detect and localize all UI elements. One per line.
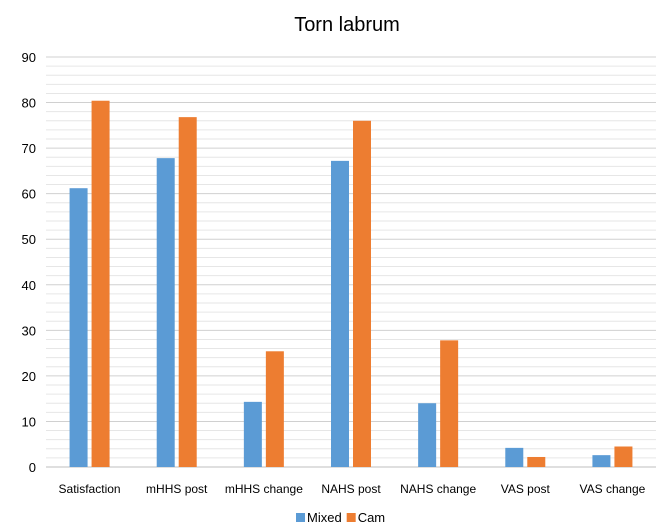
bar-cam-5 [527, 456, 546, 467]
gridlines [46, 56, 656, 468]
y-tick-label: 0 [29, 460, 36, 475]
y-tick-label: 90 [22, 50, 36, 65]
bar-mixed-6 [592, 455, 611, 467]
y-tick-label: 80 [22, 96, 36, 111]
x-category-label: Satisfaction [59, 482, 121, 496]
x-category-label: NAHS post [321, 482, 381, 496]
y-tick-label: 40 [22, 278, 36, 293]
x-category-label: NAHS change [400, 482, 476, 496]
chart-title: Torn labrum [294, 14, 400, 36]
x-category-label: mHHS change [225, 482, 303, 496]
bar-mixed-3 [331, 160, 349, 467]
legend-label-cam: Cam [358, 510, 385, 525]
y-tick-label: 30 [22, 323, 36, 338]
x-category-label: VAS post [501, 482, 551, 496]
y-tick-label: 10 [22, 414, 36, 429]
bars [69, 100, 633, 468]
bar-cam-6 [614, 446, 633, 467]
bar-cam-4 [440, 340, 459, 467]
x-category-label: mHHS post [146, 482, 208, 496]
y-tick-label: 20 [22, 369, 36, 384]
bar-cam-2 [265, 351, 284, 467]
bar-cam-0 [91, 100, 110, 467]
y-axis-ticks: 0 10 20 30 40 50 60 70 80 90 [22, 50, 36, 475]
bar-mixed-4 [418, 403, 437, 467]
legend-swatch-cam [346, 513, 356, 522]
bar-cam-1 [178, 117, 197, 467]
bar-mixed-5 [505, 447, 524, 467]
bar-mixed-0 [69, 188, 88, 467]
bar-cam-3 [353, 120, 371, 468]
legend: Mixed Cam [296, 510, 385, 525]
y-tick-label: 50 [22, 232, 36, 247]
bar-mixed-1 [156, 158, 175, 467]
legend-label-mixed: Mixed [307, 510, 342, 525]
bar-mixed-2 [243, 401, 262, 467]
legend-swatch-mixed [296, 513, 305, 522]
x-axis-categories: Satisfaction mHHS post mHHS change NAHS pos… [59, 482, 646, 496]
x-category-label: VAS change [580, 482, 646, 496]
y-tick-label: 70 [22, 141, 36, 156]
y-tick-label: 60 [22, 187, 36, 202]
